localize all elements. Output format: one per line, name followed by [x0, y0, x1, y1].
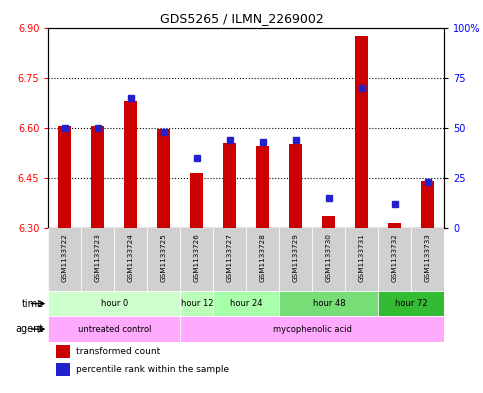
Bar — [180, 316, 444, 342]
Bar — [279, 291, 378, 316]
Text: hour 12: hour 12 — [181, 299, 213, 308]
Text: GSM1133727: GSM1133727 — [227, 233, 233, 282]
Text: hour 0: hour 0 — [100, 299, 128, 308]
Bar — [289, 145, 302, 228]
Text: transformed count: transformed count — [76, 347, 160, 356]
Text: GSM1133731: GSM1133731 — [359, 233, 365, 282]
Bar — [190, 173, 203, 228]
Text: untreated control: untreated control — [78, 325, 151, 334]
Bar — [91, 126, 104, 228]
Bar — [213, 228, 246, 291]
Bar — [378, 228, 412, 291]
Bar — [114, 228, 147, 291]
Bar — [58, 126, 71, 228]
Text: hour 72: hour 72 — [395, 299, 427, 308]
Bar — [412, 228, 444, 291]
Bar — [223, 143, 237, 228]
Text: GSM1133732: GSM1133732 — [392, 233, 398, 282]
Bar — [246, 228, 279, 291]
Bar — [48, 316, 180, 342]
Text: GSM1133724: GSM1133724 — [128, 233, 134, 282]
Bar — [81, 228, 114, 291]
Bar — [213, 291, 279, 316]
Text: mycophenolic acid: mycophenolic acid — [273, 325, 352, 334]
Bar — [180, 291, 213, 316]
Bar — [313, 228, 345, 291]
Text: hour 24: hour 24 — [230, 299, 263, 308]
Bar — [378, 291, 444, 316]
Bar — [345, 228, 378, 291]
Bar — [56, 345, 70, 358]
Bar — [256, 146, 270, 228]
Text: percentile rank within the sample: percentile rank within the sample — [76, 365, 229, 374]
Bar — [279, 228, 313, 291]
Bar — [124, 101, 138, 228]
Bar — [48, 228, 81, 291]
Text: GSM1133733: GSM1133733 — [425, 233, 431, 282]
Bar — [388, 223, 401, 228]
Bar — [147, 228, 180, 291]
Bar — [157, 129, 170, 228]
Text: GSM1133730: GSM1133730 — [326, 233, 332, 282]
Bar — [180, 228, 213, 291]
Text: GSM1133722: GSM1133722 — [62, 233, 68, 282]
Bar — [421, 181, 435, 228]
Text: GDS5265 / ILMN_2269002: GDS5265 / ILMN_2269002 — [159, 12, 324, 25]
Bar — [322, 216, 335, 228]
Bar — [48, 291, 180, 316]
Text: GSM1133725: GSM1133725 — [161, 233, 167, 282]
Text: hour 48: hour 48 — [313, 299, 345, 308]
Text: GSM1133723: GSM1133723 — [95, 233, 101, 282]
Bar — [56, 363, 70, 376]
Text: time: time — [21, 299, 43, 309]
Text: GSM1133726: GSM1133726 — [194, 233, 200, 282]
Text: agent: agent — [15, 324, 43, 334]
Bar — [355, 36, 369, 228]
Text: GSM1133729: GSM1133729 — [293, 233, 299, 282]
Text: GSM1133728: GSM1133728 — [260, 233, 266, 282]
